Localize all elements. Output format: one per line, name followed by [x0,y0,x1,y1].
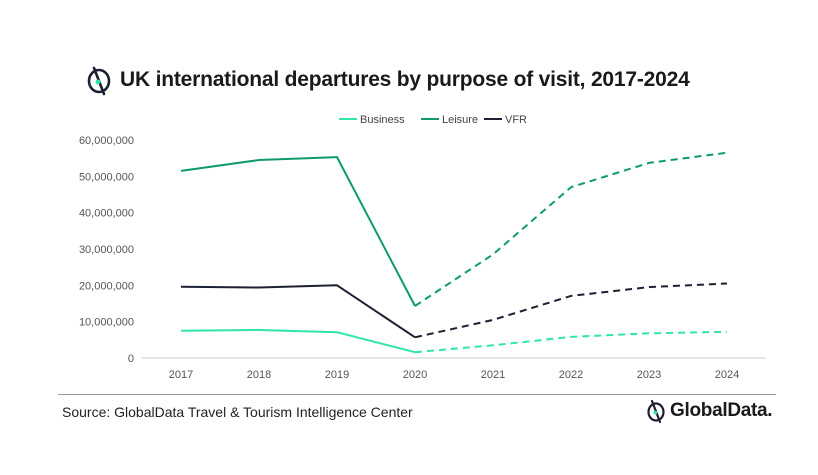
globaldata-icon [87,66,111,96]
y-tick-label: 60,000,000 [79,135,134,147]
series-line-leisure-forecast [414,151,728,307]
chart-title: UK international departures by purpose o… [120,68,690,91]
line-chart: 0 10,000,000 20,000,000 30,000,000 40,000,00… [79,114,766,381]
x-tick-label: 2017 [169,369,193,381]
y-tick-label: 30,000,000 [79,244,134,256]
x-tick-label: 2023 [637,369,661,381]
x-tick-label: 2018 [247,369,271,381]
globaldata-logo-text: GlobalData. [670,400,773,421]
legend-label-business: Business [360,114,405,126]
series-line-business-forecast [414,330,728,354]
series-line-business-actual [180,329,416,354]
series-line-vfr-forecast [414,282,728,339]
series-line-vfr-actual [180,284,416,339]
x-tick-label: 2021 [481,369,505,381]
footer-divider [58,394,776,395]
y-tick-label: 40,000,000 [79,208,134,220]
legend-label-leisure: Leisure [442,114,478,126]
y-tick-label: 20,000,000 [79,280,134,292]
series-line-leisure-actual [180,156,416,307]
source-note: Source: GlobalData Travel & Tourism Inte… [62,404,413,420]
y-tick-label: 50,000,000 [79,171,134,183]
legend-label-vfr: VFR [505,114,527,126]
globaldata-logo-icon [647,399,665,424]
x-tick-label: 2024 [715,369,739,381]
x-tick-label: 2020 [403,369,427,381]
x-tick-label: 2019 [325,369,349,381]
x-tick-label: 2022 [559,369,583,381]
chart-title-row: UK international departures by purpose o… [86,62,690,98]
globaldata-logo: GlobalData. [646,398,773,424]
y-tick-label: 10,000,000 [79,317,134,329]
y-tick-label: 0 [128,353,134,365]
